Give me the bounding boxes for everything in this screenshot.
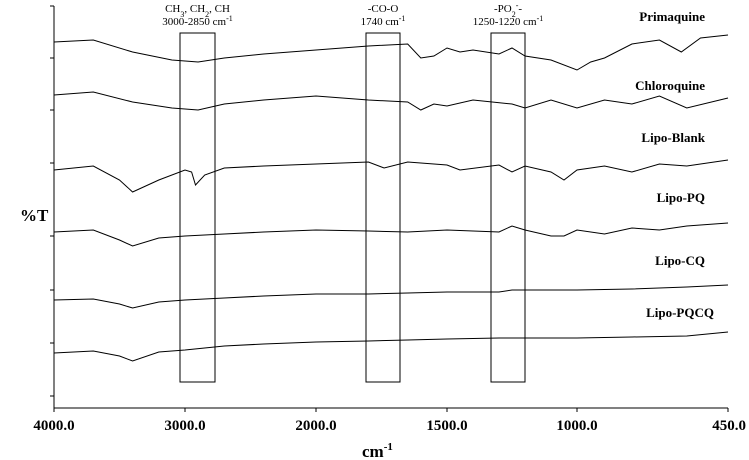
- band-box: [490, 32, 526, 383]
- series-label: Lipo-PQCQ: [646, 305, 714, 320]
- band-label: -PO2--: [494, 1, 522, 19]
- band-label: CH3, CH2, CH: [165, 3, 230, 19]
- series-line: [53, 159, 729, 193]
- x-tick-label: 4000.0: [33, 418, 74, 434]
- series-label: Lipo-Blank: [641, 130, 705, 145]
- axes: 4000.0 3000.0 2000.0 1500.0 1000.0 450.0: [33, 5, 746, 434]
- series-line: [53, 331, 729, 362]
- band-label: 1740 cm-1: [361, 14, 406, 29]
- band-label: 1250-1220 cm-1: [473, 14, 544, 29]
- band-label: 3000-2850 cm-1: [162, 14, 233, 29]
- labels: Primaquine Chloroquine Lipo-Blank Lipo-PQ Li…: [635, 9, 714, 320]
- series-line: [53, 91, 729, 111]
- x-tick-label: 1000.0: [556, 418, 597, 434]
- x-axis-title: cm-1: [362, 441, 393, 460]
- series-label: Lipo-PQ: [657, 190, 705, 205]
- band-box: [365, 32, 401, 383]
- band-box: [179, 32, 216, 383]
- spectra: [53, 34, 729, 362]
- series-line: [53, 284, 729, 309]
- series-label: Primaquine: [639, 9, 705, 24]
- x-tick-label: 3000.0: [164, 418, 205, 434]
- series-line: [53, 222, 729, 247]
- x-tick-label: 450.0: [712, 418, 746, 434]
- y-axis-title: %T: [20, 206, 49, 225]
- x-tick-label: 2000.0: [295, 418, 336, 434]
- band-label: -CO-O: [368, 3, 399, 15]
- x-tick-label: 1500.0: [426, 418, 467, 434]
- series-label: Chloroquine: [635, 78, 705, 93]
- series-line: [53, 34, 729, 71]
- series-label: Lipo-CQ: [655, 253, 705, 268]
